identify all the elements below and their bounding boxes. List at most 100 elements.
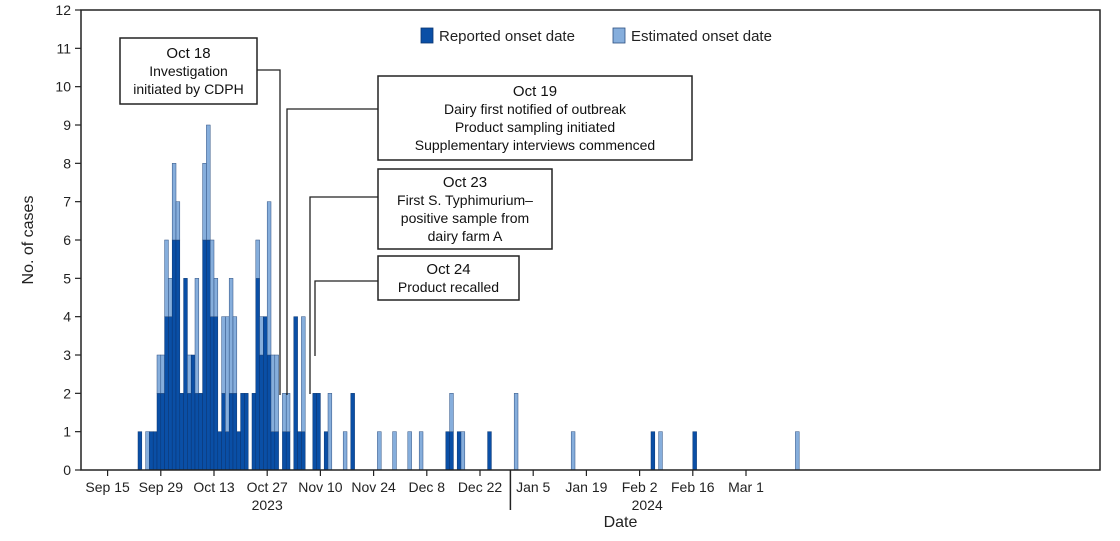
bar-estimated [795,431,800,471]
bar-reported [312,393,317,471]
bar-estimated [270,354,276,432]
y-tick-label: 1 [63,424,71,440]
year-label: 2024 [632,497,663,513]
bar-reported [650,431,656,471]
bar-reported [266,354,272,471]
x-tick-label: Sep 29 [139,479,184,495]
bar-reported [168,316,173,471]
bar-reported [270,431,276,471]
bar-reported [202,239,207,471]
x-tick-label: Mar 1 [728,479,764,495]
annotation-box [377,168,553,250]
bar-reported [301,431,306,471]
bar-reported [692,431,697,471]
bar-estimated [342,431,348,471]
bar-reported [149,431,154,471]
bar-reported [316,393,321,471]
bar-reported [282,431,287,471]
y-axis-title: No. of cases [20,196,37,285]
annotation-connector [309,196,378,394]
x-tick-label: Feb 16 [671,479,715,495]
annotation-date: Oct 19 [513,83,557,100]
bar-reported [240,393,245,471]
bar-reported [156,393,162,471]
legend-label: Reported onset date [439,28,575,45]
y-tick-label: 3 [63,347,71,363]
bar-estimated [407,431,412,471]
bar-reported [274,431,279,471]
bar-reported [179,393,184,471]
bar-estimated [301,316,306,432]
y-tick-label: 2 [63,385,71,401]
bar-reported [160,393,165,471]
bar-reported [206,239,211,471]
bar-estimated [194,278,200,394]
bar-estimated [225,316,230,432]
bar-reported [198,393,203,471]
bar-reported [190,354,196,471]
y-tick-label: 6 [63,232,71,248]
y-tick-label: 4 [63,309,71,325]
bar-reported [228,393,234,471]
bar-reported [217,431,222,471]
bar-estimated [449,393,454,432]
annotation-line: Supplementary interviews commenced [415,137,655,153]
bar-reported [221,393,226,471]
bar-reported [297,431,302,471]
annotation-date: Oct 23 [443,174,487,191]
x-tick-label: Jan 5 [516,479,550,495]
bar-estimated [274,354,279,432]
bar-reported [171,239,177,471]
legend-swatch [612,27,626,44]
annotation-box [377,255,520,301]
bar-estimated [145,431,150,471]
x-tick-label: Oct 13 [193,479,234,495]
y-tick-label: 9 [63,117,71,133]
bar-reported [213,316,219,471]
axes: Sep 15 Sep 29 Oct 13 Oct 27 Nov 10 Nov 24 Dec … [85,470,764,513]
bar-estimated [168,278,173,317]
annotation-line: Product recalled [398,279,499,295]
annotation-connector [314,280,378,356]
bar-estimated [160,354,165,394]
bar-reported [194,393,200,471]
x-tick-label: Nov 10 [298,479,343,495]
bar-estimated [164,239,169,317]
bar-reported [183,278,188,471]
x-tick-label: Oct 27 [247,479,288,495]
x-tick-label: Sep 15 [85,479,130,495]
bar-reported [285,431,291,471]
bar-reported [225,431,230,471]
bar-estimated [570,431,576,471]
bar-estimated [202,163,207,241]
annotation-line: Investigation [149,63,228,79]
bar-estimated [175,201,181,241]
bar-estimated [232,316,238,394]
annotation-box [377,75,693,161]
x-tick-label: Nov 24 [351,479,396,495]
bar-reported [251,393,257,471]
bar-reported [350,393,355,471]
y-tick-label: 7 [63,194,71,210]
bar-estimated [228,278,234,394]
bar-estimated [209,239,215,317]
annotation-line: positive sample from [401,210,529,226]
annotation-line: initiated by CDPH [133,81,244,97]
y-tick-label: 8 [63,155,71,171]
bar-estimated [418,431,424,471]
legend-swatch [420,27,434,44]
bar-reported [236,431,241,471]
bar-reported [323,431,329,471]
bar-estimated [156,354,162,394]
y-tick-label: 12 [55,2,71,18]
bar-estimated [171,163,177,241]
plot-frame [80,9,1101,471]
y-tick-label: 0 [63,462,71,478]
annotation-connector [257,69,281,395]
bar-reported [209,316,215,471]
bar-reported [487,431,492,471]
